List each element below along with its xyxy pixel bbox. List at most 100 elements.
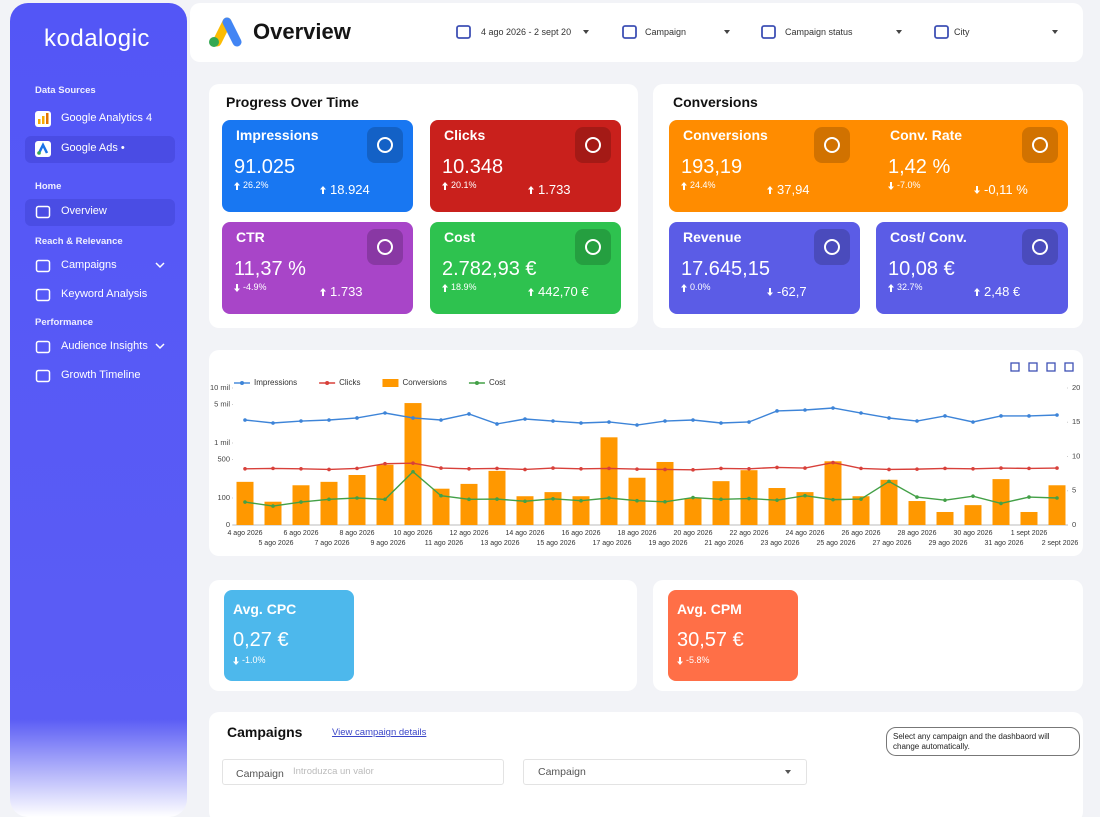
- caret-shape: [724, 30, 730, 34]
- icon-dot: [37, 151, 41, 155]
- caret-shape: [583, 30, 589, 34]
- trend-arrow: [528, 186, 534, 194]
- kpi-card-change: 26.2%: [243, 180, 269, 190]
- kpi-card-value: 1,42 %: [888, 156, 951, 178]
- chart-tool-icon: [1028, 362, 1038, 372]
- kpi-card: [430, 120, 621, 212]
- kpi-card-value: 2.782,93 €: [442, 258, 537, 280]
- arrow-shape: [320, 186, 326, 194]
- chevron: [155, 262, 165, 269]
- kpi-card-delta: -0,11 %: [984, 182, 1028, 197]
- logo: kodalogic: [44, 25, 150, 52]
- arrow-shape: [681, 182, 687, 190]
- filter-icon-shape: [761, 25, 776, 39]
- kpi-card: [430, 222, 621, 314]
- chevron-shape: [155, 262, 165, 269]
- trend-arrow: [677, 657, 683, 665]
- kpi-card-title: CTR: [236, 229, 265, 245]
- campaign-dropdown-label: Campaign: [538, 766, 586, 778]
- filter-label[interactable]: City: [954, 27, 970, 37]
- glyph: [377, 137, 393, 153]
- arrow-shape: [442, 284, 448, 292]
- kpi-card-delta: 18.924: [330, 182, 370, 197]
- caret-shape: [896, 30, 902, 34]
- nav-item[interactable]: Keyword Analysis: [61, 288, 148, 300]
- kpi-card-change: 24.4%: [690, 180, 716, 190]
- kpi-card-title: Conv. Rate: [890, 127, 963, 143]
- sidebar: kodalogic Data Sources Google Analytics 4 G…: [10, 3, 187, 817]
- trend-arrow: [974, 186, 980, 194]
- logo-green: [209, 37, 219, 47]
- metric-change: -5.8%: [686, 655, 710, 665]
- nav-item[interactable]: Google Analytics 4: [61, 112, 153, 124]
- arrow-shape: [233, 657, 239, 665]
- kpi-icon-glyph: [1032, 239, 1048, 255]
- kpi-card-value: 91.025: [234, 156, 296, 178]
- filter-caret: [1052, 30, 1058, 34]
- chart-tool-icon: [1046, 362, 1056, 372]
- kpi-card-value: 10,08 €: [888, 258, 955, 280]
- trend-arrow: [888, 284, 894, 292]
- filter-caret: [583, 30, 589, 34]
- trend-arrow: [234, 284, 240, 292]
- kpi-card-value: 193,19: [681, 156, 743, 178]
- kpi-card-title: Clicks: [444, 127, 486, 143]
- kpi-icon-glyph: [585, 137, 601, 153]
- trend-arrow: [888, 182, 894, 190]
- kpi-card-icon: [575, 127, 611, 163]
- kpi-card: [876, 222, 1068, 314]
- ads-logo: [209, 17, 242, 47]
- trend-arrow: [320, 288, 326, 296]
- icon-bar: [46, 113, 49, 124]
- kpi-card-delta: -62,7: [777, 284, 807, 299]
- kpi-card-value: 17.645,15: [681, 258, 770, 280]
- kpi-card: [222, 222, 413, 314]
- icon-outline: [35, 259, 51, 273]
- kpi-card-change: -4.9%: [243, 282, 267, 292]
- nav-item[interactable]: Overview: [61, 205, 107, 217]
- kpi-card-title: Cost: [444, 229, 476, 245]
- page-title: Overview: [253, 19, 351, 44]
- trend-arrow: [681, 284, 687, 292]
- kpi-card: [222, 120, 413, 212]
- arrow-shape: [320, 288, 326, 296]
- kpi-card-icon: [575, 229, 611, 265]
- kpi-card-delta: 1.733: [538, 182, 571, 197]
- campaigns-title: Campaigns: [227, 724, 303, 740]
- arrow-shape: [234, 182, 240, 190]
- nav-item[interactable]: Google Ads •: [61, 142, 125, 154]
- kpi-icon-glyph: [1032, 137, 1048, 153]
- metric-title: Avg. CPM: [677, 601, 742, 617]
- chart-panel: [209, 350, 1083, 556]
- kpi-card-icon: [367, 127, 403, 163]
- metric-title: Avg. CPC: [233, 601, 297, 617]
- glyph: [824, 239, 840, 255]
- kpi-card-title: Revenue: [683, 229, 742, 245]
- kpi-card-icon: [814, 127, 850, 163]
- kpi-card-icon: [367, 229, 403, 265]
- glyph: [824, 137, 840, 153]
- metric-card: [224, 590, 354, 681]
- nav-item[interactable]: Campaigns: [61, 259, 117, 271]
- filter-label[interactable]: Campaign: [645, 27, 687, 37]
- nav-item[interactable]: Audience Insights: [61, 340, 148, 352]
- trend-arrow: [234, 182, 240, 190]
- trend-arrow: [767, 186, 773, 194]
- kpi-card-icon: [1022, 127, 1058, 163]
- filter-icon: [456, 25, 471, 39]
- filter-label[interactable]: 4 ago 2026 - 2 sept 20: [481, 27, 572, 37]
- dropdown-caret: [785, 770, 791, 774]
- kpi-card-delta: 1.733: [330, 284, 363, 299]
- filter-label[interactable]: Campaign status: [785, 27, 853, 37]
- campaign-input[interactable]: [222, 759, 504, 785]
- tool-shape: [1046, 362, 1056, 372]
- nav-item[interactable]: Growth Timeline: [61, 369, 141, 381]
- icon-outline: [35, 288, 51, 302]
- campaign-dropdown[interactable]: [523, 759, 807, 785]
- campaign-details-link[interactable]: View campaign details: [332, 727, 427, 738]
- arrow-shape: [234, 284, 240, 292]
- trend-arrow: [233, 657, 239, 665]
- kpi-card-change: 32.7%: [897, 282, 923, 292]
- tool-shape: [1010, 362, 1020, 372]
